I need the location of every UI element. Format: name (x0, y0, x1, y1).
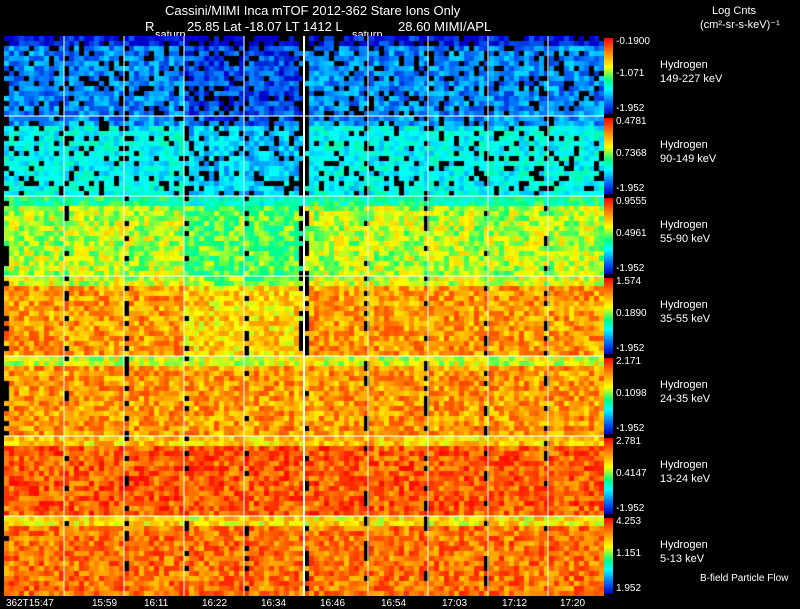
colorbar-max-label: -0.1900 (616, 36, 650, 47)
colorbar-max-label: 4.253 (616, 516, 642, 527)
time-tick-label: 362T15:47 (6, 598, 54, 609)
colorbar (604, 38, 613, 114)
colorbar-min-label: -1.952 (616, 263, 645, 274)
flow-direction-label: B-field Particle Flow (700, 573, 789, 584)
colorbar-min-label: -1.952 (616, 103, 645, 114)
energy-range: 55-90 keV (660, 233, 711, 245)
energy-range: 24-35 keV (660, 393, 711, 405)
position-info: 25.85 Lat -18.07 LT 1412 L (187, 19, 343, 34)
l-value-and-source: 28.60 MIMI/APL (398, 19, 492, 34)
species-name: Hydrogen (660, 59, 708, 71)
units-subtitle: (cm²-sr-s-keV)⁻¹ (700, 19, 780, 31)
colorbar-max-label: 1.574 (616, 276, 642, 287)
colorbar-max-label: 2.171 (616, 356, 642, 367)
colorbar-mid-label: 1.151 (616, 548, 642, 559)
colorbar-max-label: 0.4781 (616, 116, 647, 127)
colorbar-min-label: -1.952 (616, 423, 645, 434)
panel-species-label: Hydrogen 149-227 keV (660, 58, 722, 86)
colorbar (604, 358, 613, 434)
time-tick-label: 16:11 (144, 598, 169, 609)
time-tick-label: 16:46 (320, 598, 346, 609)
energy-range: 5-13 keV (660, 553, 705, 565)
time-tick-label: 16:54 (381, 598, 407, 609)
colorbar-mid-label: 0.1098 (616, 388, 647, 399)
colorbar (604, 438, 613, 514)
time-tick-label: 16:34 (261, 598, 287, 609)
time-tick-label: 17:12 (502, 598, 528, 609)
time-tick-label: 15:59 (92, 598, 118, 609)
colorbar (604, 198, 613, 274)
species-name: Hydrogen (660, 539, 708, 551)
colorbar-max-label: 0.9555 (616, 196, 647, 207)
panel-species-label: Hydrogen 35-55 keV (660, 298, 710, 326)
colorbar-min-label: -1.952 (616, 183, 645, 194)
energy-range: 35-55 keV (660, 313, 711, 325)
plot-title: Cassini/MIMI Inca mTOF 2012-362 Stare Io… (165, 3, 461, 18)
time-tick-label: 17:20 (560, 598, 586, 609)
panel-species-label: Hydrogen 55-90 keV (660, 218, 710, 246)
panel-species-label: Hydrogen 5-13 keV (660, 538, 708, 566)
species-name: Hydrogen (660, 299, 708, 311)
colorbar-min-label: -1.952 (616, 343, 645, 354)
species-name: Hydrogen (660, 219, 708, 231)
colorbar-min-label: 1.952 (616, 583, 642, 594)
time-tick-label: 17:03 (442, 598, 468, 609)
colorbar-mid-label: 0.1890 (616, 308, 647, 319)
colorbar-min-label: -1.952 (616, 503, 645, 514)
units-title: Log Cnts (712, 5, 757, 17)
species-name: Hydrogen (660, 379, 708, 391)
species-name: Hydrogen (660, 459, 708, 471)
colorbar (604, 278, 613, 354)
energy-range: 149-227 keV (660, 73, 723, 85)
colorbar-mid-label: 0.4961 (616, 228, 647, 239)
time-tick-label: 16:22 (202, 598, 228, 609)
colorbar-mid-label: 0.7368 (616, 148, 647, 159)
energy-range: 90-149 keV (660, 153, 717, 165)
colorbar-max-label: 2.781 (616, 436, 642, 447)
colorbar (604, 118, 613, 194)
species-name: Hydrogen (660, 139, 708, 151)
panel-species-label: Hydrogen 24-35 keV (660, 378, 710, 406)
position-r-label: R (145, 19, 155, 34)
energy-range: 13-24 keV (660, 473, 711, 485)
colorbar-mid-label: 0.4147 (616, 468, 647, 479)
image-grid-overlay (4, 36, 604, 596)
panel-species-label: Hydrogen 13-24 keV (660, 458, 710, 486)
colorbar-mid-label: -1.071 (616, 68, 645, 79)
colorbar (604, 518, 613, 594)
panel-species-label: Hydrogen 90-149 keV (660, 138, 716, 166)
